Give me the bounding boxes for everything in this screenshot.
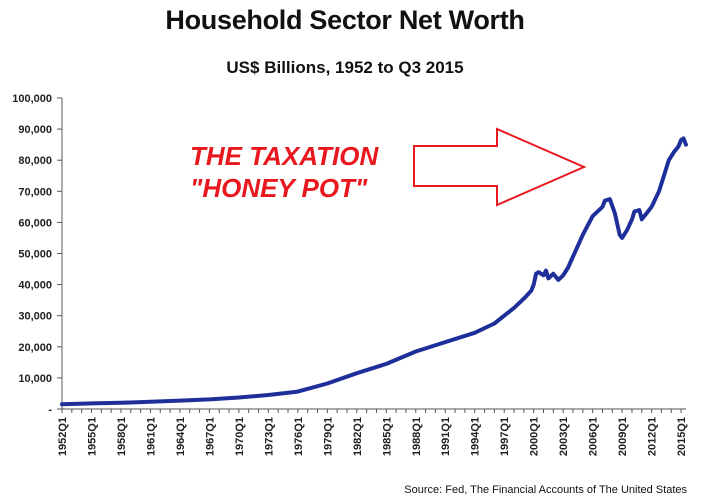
x-tick-label: 1982Q1 <box>352 417 364 456</box>
source-note: Source: Fed, The Financial Accounts of T… <box>404 484 687 496</box>
y-tick-label: 20,000 <box>18 342 52 354</box>
y-tick-label: 80,000 <box>18 155 52 167</box>
y-tick-label: - <box>48 404 52 416</box>
x-tick-label: 1976Q1 <box>293 417 305 456</box>
series-line <box>60 136 688 407</box>
y-tick-label: 40,000 <box>18 280 52 292</box>
y-tick-label: 100,000 <box>12 93 52 105</box>
x-tick-label: 2003Q1 <box>558 417 570 456</box>
x-tick-label: 2006Q1 <box>588 417 600 456</box>
x-tick-label: 1961Q1 <box>145 417 157 456</box>
y-tick-label: 10,000 <box>18 373 52 385</box>
x-tick-label: 1997Q1 <box>499 417 511 456</box>
y-tick-label: 30,000 <box>18 311 52 323</box>
arrow-shape <box>413 127 587 207</box>
chart-subtitle: US$ Billions, 1952 to Q3 2015 <box>226 58 464 77</box>
x-tick-label: 1973Q1 <box>263 417 275 456</box>
x-tick-label: 1967Q1 <box>204 417 216 456</box>
y-tick-label: 70,000 <box>18 186 52 198</box>
x-tick-label: 2009Q1 <box>617 417 629 456</box>
series-layer <box>60 136 688 407</box>
x-tick-label: 1979Q1 <box>322 417 334 456</box>
x-tick-label: 1991Q1 <box>440 417 452 456</box>
x-tick-label: 1964Q1 <box>175 417 187 456</box>
annotation-line-2: "HONEY POT" <box>190 173 368 203</box>
x-tick-label: 2015Q1 <box>676 417 688 456</box>
x-tick-label: 1994Q1 <box>470 417 482 456</box>
x-tick-label: 1955Q1 <box>86 417 98 456</box>
chart-title: Household Sector Net Worth <box>165 5 525 35</box>
x-tick-label: 1952Q1 <box>57 417 69 456</box>
y-tick-label: 60,000 <box>18 217 52 229</box>
annotation-line-1: THE TAXATION <box>190 141 379 171</box>
x-tick-label: 2012Q1 <box>647 417 659 456</box>
x-tick-label: 2000Q1 <box>529 417 541 456</box>
x-tick-label: 1985Q1 <box>381 417 393 456</box>
x-tick-label: 1958Q1 <box>116 417 128 456</box>
y-tick-label: 50,000 <box>18 249 52 261</box>
axes: - 10,000 20,000 30,000 40,000 50,000 60,000 70,… <box>12 93 688 456</box>
x-tick-label: 1988Q1 <box>411 417 423 456</box>
y-tick-label: 90,000 <box>18 124 52 136</box>
taxation-annotation: THE TAXATION "HONEY POT" <box>190 140 378 204</box>
x-tick-label: 1970Q1 <box>234 417 246 456</box>
